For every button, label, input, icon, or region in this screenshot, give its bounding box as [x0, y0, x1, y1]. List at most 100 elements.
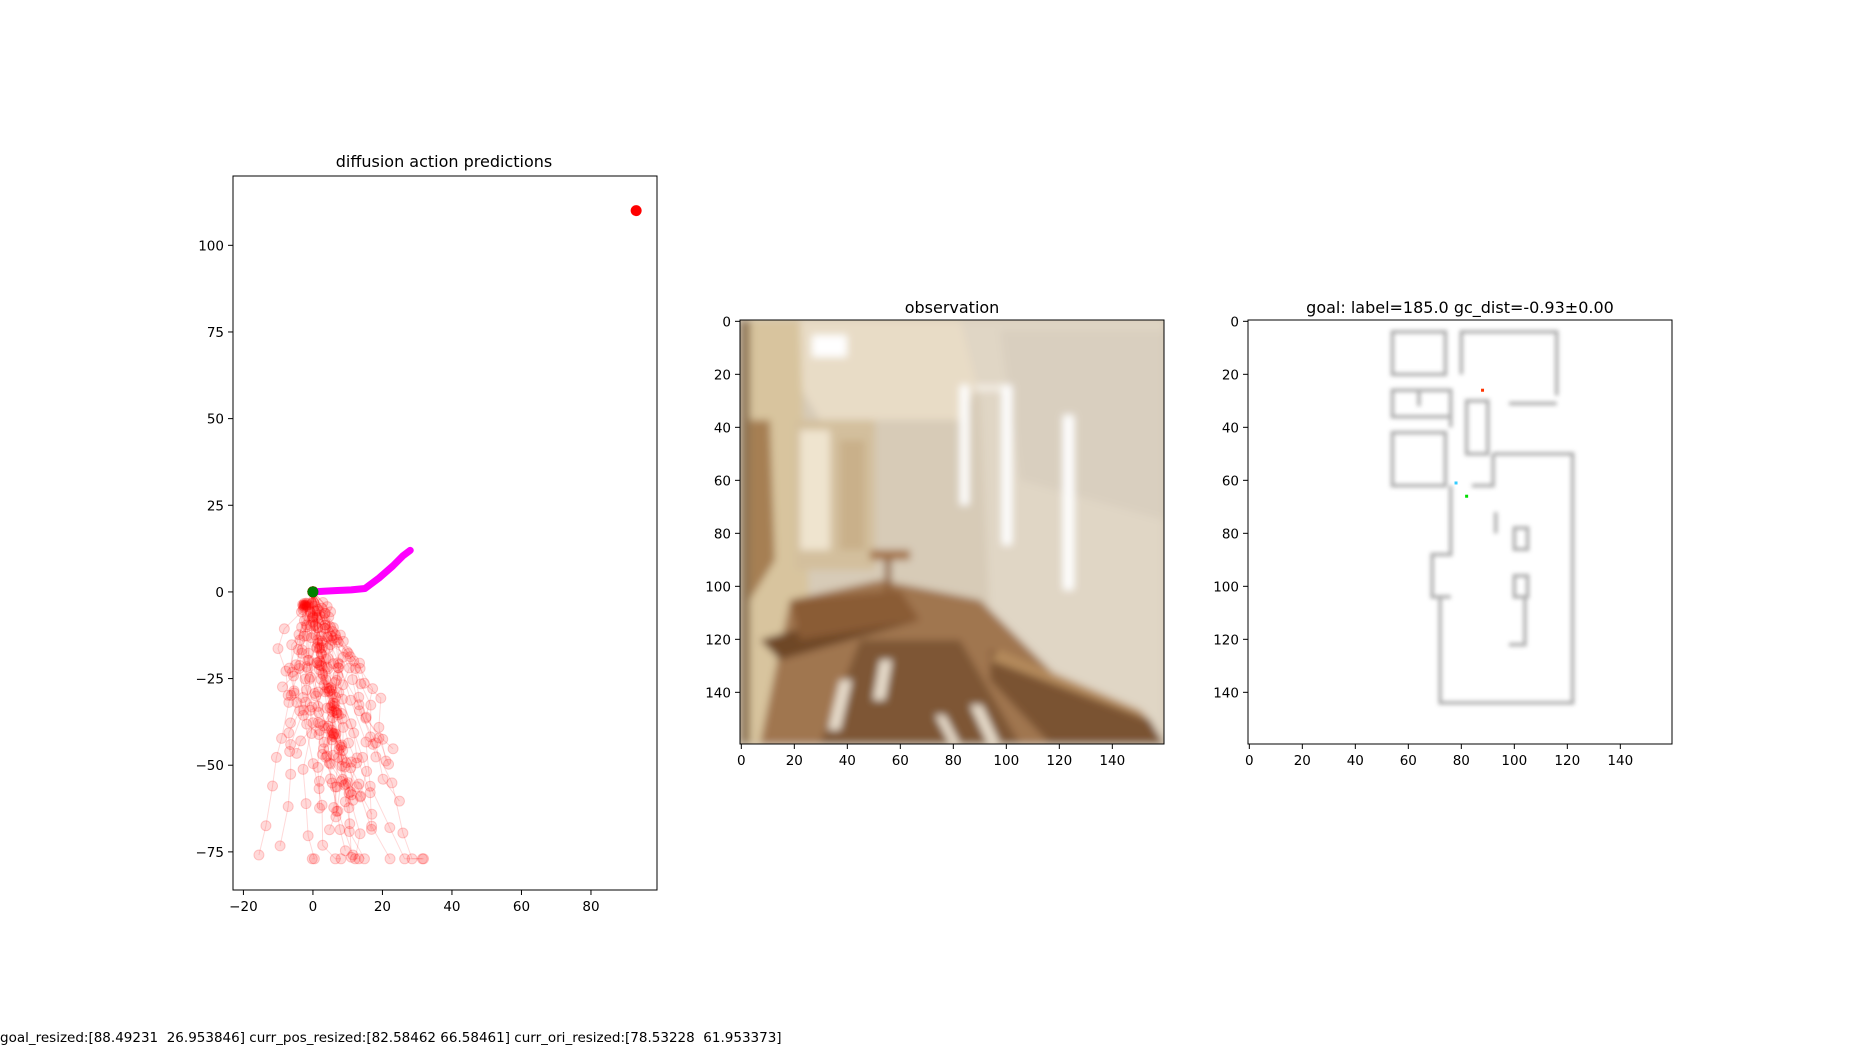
sampled-trajectory — [291, 586, 324, 759]
trajectory-point — [319, 686, 331, 698]
trajectory-point — [327, 688, 339, 700]
trajectory-point — [313, 659, 325, 671]
trajectory-point — [347, 794, 359, 806]
trajectory-point — [312, 603, 324, 615]
trajectory-point — [373, 721, 385, 733]
trajectory-point — [283, 662, 295, 674]
trajectory-point — [302, 830, 314, 842]
footer-status-text: goal_resized:[88.49231 26.953846] curr_p… — [0, 1030, 782, 1046]
trajectory-line — [279, 591, 314, 846]
trajectory-line — [312, 591, 387, 762]
trajectory-point — [316, 637, 328, 649]
trajectory-point — [309, 600, 321, 612]
trajectory-point — [344, 818, 356, 830]
y-tick-label: 80 — [714, 526, 731, 542]
trajectory-point — [328, 700, 340, 712]
floorplan-wall — [1430, 485, 1453, 599]
trajectory-line — [312, 591, 339, 808]
trajectory-point — [288, 685, 300, 697]
trajectory-point — [283, 727, 295, 739]
trajectory-point — [320, 674, 332, 686]
trajectory-point — [364, 780, 376, 792]
trajectory-point — [319, 622, 331, 634]
y-tick-label: 50 — [207, 412, 224, 428]
trajectory-point — [337, 651, 349, 663]
trajectory-point — [284, 717, 296, 729]
trajectory-point — [306, 701, 318, 713]
trajectory-line — [302, 591, 341, 860]
trajectory-point — [318, 607, 330, 619]
trajectory-point — [328, 801, 340, 813]
sampled-trajectory — [307, 586, 348, 823]
trajectory-point — [284, 745, 296, 757]
trajectory-line — [303, 591, 373, 815]
trajectory-line — [277, 591, 314, 724]
trajectory-point — [360, 711, 372, 723]
sampled-trajectory — [283, 586, 320, 757]
trajectory-point — [321, 750, 333, 762]
trajectory-line — [311, 591, 361, 798]
trajectory-point — [327, 622, 339, 634]
trajectory-point — [314, 718, 326, 730]
trajectory-point — [304, 605, 316, 617]
trajectory-point — [312, 716, 324, 728]
trajectory-point — [297, 600, 308, 611]
trajectory-point — [333, 658, 345, 670]
trajectory-point — [351, 781, 363, 793]
trajectory-point — [397, 827, 409, 839]
floorplan-marker — [1454, 481, 1458, 485]
trajectory-point — [306, 597, 318, 609]
trajectory-point — [328, 728, 340, 740]
trajectory-point — [295, 606, 307, 618]
y-tick-label: 0 — [722, 314, 731, 330]
trajectory-point — [330, 691, 342, 703]
trajectory-point — [340, 778, 352, 790]
trajectory-line — [312, 591, 346, 768]
trajectory-point — [332, 662, 344, 674]
trajectory-point — [319, 607, 331, 619]
x-tick-label: 140 — [1607, 753, 1633, 769]
trajectory-point — [311, 657, 323, 669]
start-point — [307, 586, 319, 598]
trajectory-point — [339, 761, 351, 773]
trajectory-point — [307, 616, 319, 628]
trajectory-point — [343, 737, 355, 749]
floorplan-marker — [1481, 388, 1485, 392]
y-tick-label: 40 — [714, 420, 731, 436]
trajectory-point — [288, 670, 300, 682]
trajectory-point — [384, 822, 396, 834]
trajectory-point — [329, 629, 341, 641]
trajectory-point — [329, 677, 341, 689]
trajectory-point — [319, 619, 331, 631]
trajectory-point — [297, 763, 309, 775]
trajectory-point — [328, 632, 340, 644]
trajectory-point — [332, 657, 344, 669]
observation-y-ticks: 0 20 40 60 80 100 120 140 — [705, 314, 740, 701]
goal-map-markers — [1454, 388, 1485, 498]
trajectory-point — [324, 702, 336, 714]
trajectory-point — [377, 773, 389, 785]
trajectory-point — [380, 755, 392, 767]
sampled-trajectory — [307, 586, 382, 763]
observation-panel: observation — [705, 298, 1165, 769]
trajectory-point — [360, 712, 372, 724]
predictions-title: diffusion action predictions — [336, 152, 553, 171]
trajectory-point — [347, 674, 359, 686]
trajectory-point — [298, 603, 309, 614]
trajectory-point — [332, 669, 344, 681]
x-tick-label: 100 — [993, 753, 1019, 769]
trajectory-point — [297, 692, 309, 704]
floorplan-wall — [1512, 526, 1530, 551]
y-tick-label: 140 — [705, 685, 731, 701]
trajectory-point — [322, 642, 334, 654]
trajectory-point — [325, 758, 337, 770]
trajectory-point — [301, 597, 312, 608]
trajectory-point — [329, 697, 341, 709]
trajectory-point — [326, 734, 338, 746]
trajectory-point — [353, 778, 365, 790]
trajectory-point — [285, 689, 297, 701]
trajectory-point — [345, 756, 357, 768]
trajectory-point — [318, 679, 330, 691]
trajectory-point — [331, 781, 343, 793]
trajectory-point — [295, 735, 307, 747]
